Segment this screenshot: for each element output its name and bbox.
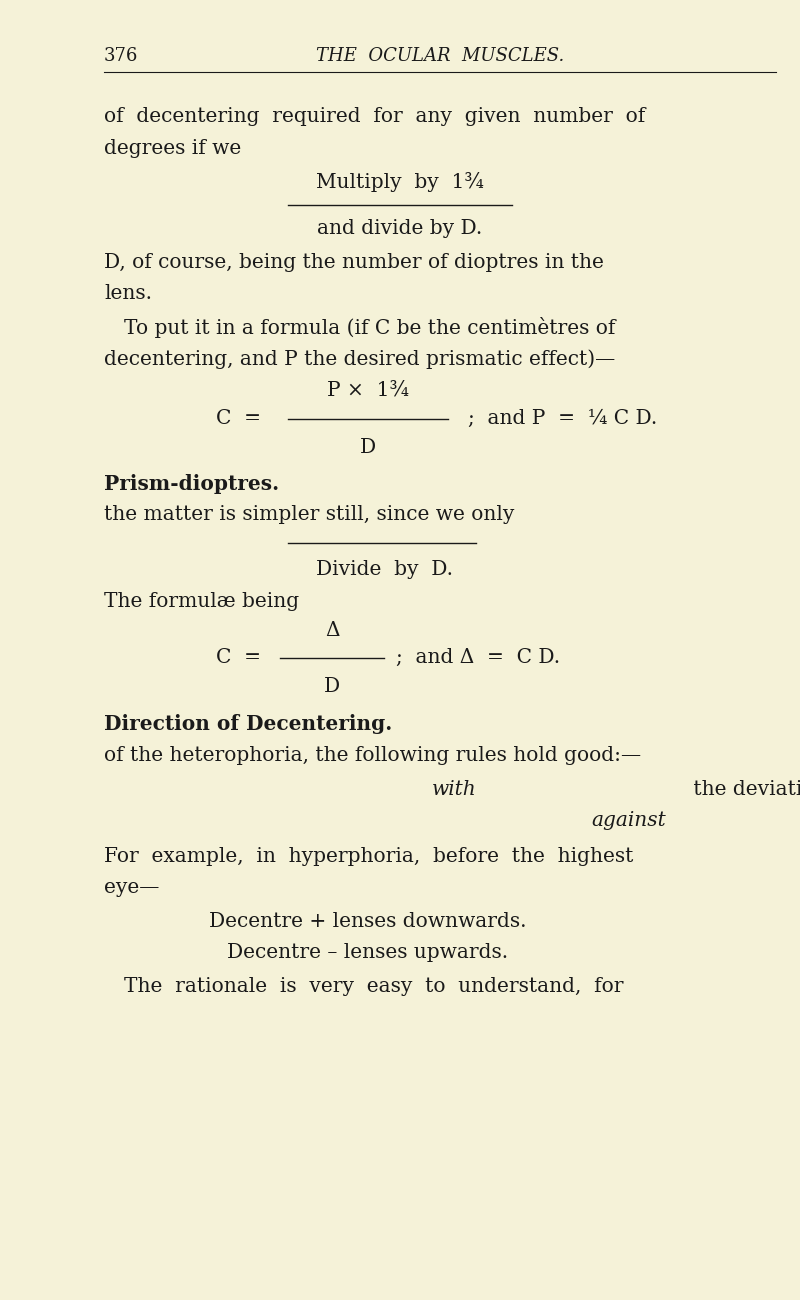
Text: P ×  1¾: P × 1¾ (327, 381, 409, 399)
Text: against: against (591, 811, 666, 829)
Text: The formulæ being: The formulæ being (104, 593, 299, 611)
Text: D, of course, being the number of dioptres in the: D, of course, being the number of dioptr… (104, 254, 604, 272)
Text: Multiply  by  1¾: Multiply by 1¾ (316, 172, 484, 192)
Text: the deviation: the deviation (687, 780, 800, 798)
Text: The  rationale  is  very  easy  to  understand,  for: The rationale is very easy to understand… (124, 978, 623, 996)
Text: degrees if we: degrees if we (104, 139, 242, 157)
Text: decentering, and P the desired prismatic effect)—: decentering, and P the desired prismatic… (104, 348, 615, 369)
Text: C  =: C = (216, 410, 261, 428)
Text: ;  and P  =  ¼ C D.: ; and P = ¼ C D. (468, 410, 658, 428)
Text: THE  OCULAR  MUSCLES.: THE OCULAR MUSCLES. (316, 47, 564, 65)
Text: Δ: Δ (325, 621, 339, 640)
Text: Decentre – lenses upwards.: Decentre – lenses upwards. (227, 944, 509, 962)
Text: of the heterophoria, the following rules hold good:—: of the heterophoria, the following rules… (104, 746, 641, 764)
Text: Divide  by  D.: Divide by D. (315, 560, 453, 578)
Text: Decentre + lenses downwards.: Decentre + lenses downwards. (210, 913, 526, 931)
Text: C  =: C = (216, 649, 261, 667)
Text: ;  and Δ  =  C D.: ; and Δ = C D. (396, 649, 560, 667)
Text: Direction of Decentering.: Direction of Decentering. (104, 714, 392, 734)
Text: 376: 376 (104, 47, 138, 65)
Text: with: with (432, 780, 477, 798)
Text: of  decentering  required  for  any  given  number  of: of decentering required for any given nu… (104, 108, 646, 126)
Text: Prism-dioptres.: Prism-dioptres. (104, 473, 279, 494)
Text: To put it in a formula (if C be the centimètres of: To put it in a formula (if C be the cent… (124, 317, 615, 338)
Text: D: D (324, 677, 340, 696)
Text: lens.: lens. (104, 285, 152, 303)
Text: the matter is simpler still, since we only: the matter is simpler still, since we on… (104, 506, 514, 524)
Text: and divide by D.: and divide by D. (318, 220, 482, 238)
Text: D: D (360, 438, 376, 456)
Text: eye—: eye— (104, 879, 159, 897)
Text: For  example,  in  hyperphoria,  before  the  highest: For example, in hyperphoria, before the … (104, 848, 634, 866)
